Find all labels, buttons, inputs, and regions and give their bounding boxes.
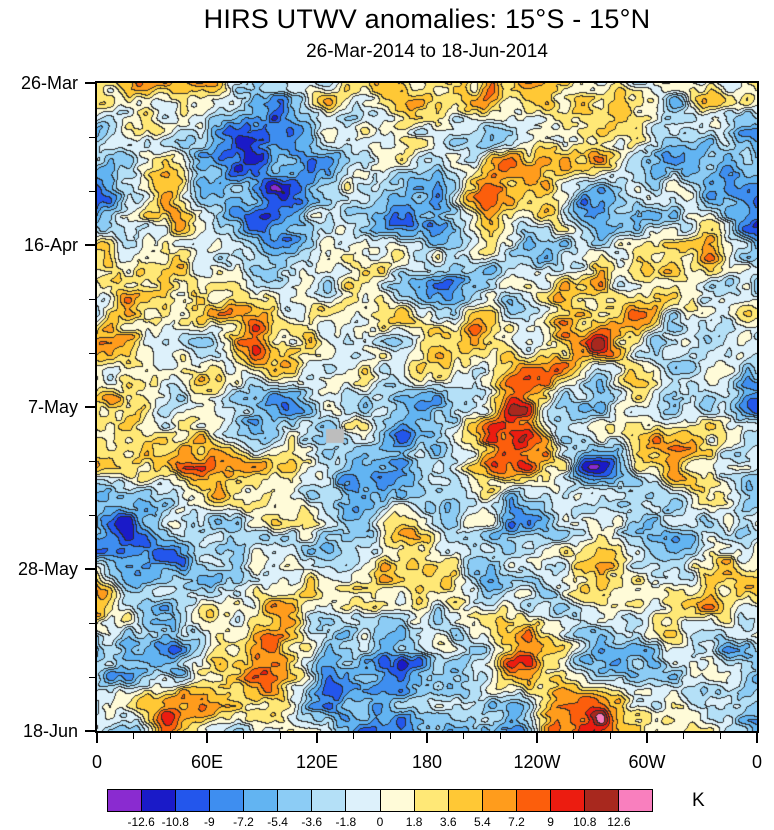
x-minor-tick	[573, 733, 575, 739]
x-minor-tick	[719, 733, 721, 739]
chart-title: HIRS UTWV anomalies: 15°S - 15°N	[203, 4, 651, 34]
x-major-tick	[316, 733, 318, 743]
colorbar-tick-label: -1.8	[335, 815, 357, 829]
y-tick-label: 16-Apr	[23, 235, 78, 255]
y-minor-tick	[89, 514, 95, 516]
y-major-tick	[85, 82, 95, 84]
x-major-tick	[646, 733, 648, 743]
y-major-tick	[85, 730, 95, 732]
contour-field-canvas	[97, 83, 757, 731]
y-major-tick	[85, 406, 95, 408]
colorbar-cell	[312, 790, 347, 811]
colorbar-cell	[516, 790, 551, 811]
colorbar-tick-label: -7.2	[233, 815, 254, 829]
colorbar-tick-label: 12.6	[607, 815, 631, 829]
plot-area	[95, 81, 759, 733]
x-minor-tick	[463, 733, 465, 739]
y-tick-label: 7-May	[27, 397, 78, 417]
y-tick-label: 26-Mar	[20, 73, 78, 93]
x-tick-label: 60W	[628, 752, 666, 772]
colorbar-units-label: K	[692, 790, 705, 811]
colorbar-cell	[278, 790, 313, 811]
colorbar-tick-label: -10.8	[161, 815, 189, 829]
x-tick-label: 60E	[190, 752, 224, 772]
x-major-tick	[536, 733, 538, 743]
x-major-tick	[426, 733, 428, 743]
x-minor-tick	[353, 733, 355, 739]
y-minor-tick	[89, 190, 95, 192]
x-minor-tick	[389, 733, 391, 739]
y-minor-tick	[89, 460, 95, 462]
y-tick-label: 18-Jun	[22, 721, 78, 741]
x-minor-tick	[609, 733, 611, 739]
colorbar-tick-label: -12.6	[127, 815, 155, 829]
x-tick-label: 180	[411, 752, 443, 772]
y-major-tick	[85, 568, 95, 570]
colorbar-tick-label: -3.6	[301, 815, 323, 829]
y-minor-tick	[89, 622, 95, 624]
y-tick-label: 28-May	[17, 559, 78, 579]
x-tick-label: 120W	[513, 752, 561, 772]
colorbar-cell	[142, 790, 177, 811]
x-minor-tick	[169, 733, 171, 739]
colorbar-cell	[482, 790, 517, 811]
colorbar-cell	[380, 790, 415, 811]
colorbar-cell	[618, 790, 652, 811]
colorbar-cell	[244, 790, 279, 811]
y-minor-tick	[89, 298, 95, 300]
x-minor-tick	[683, 733, 685, 739]
x-major-tick	[756, 733, 758, 743]
colorbar-cell	[584, 790, 619, 811]
colorbar-cell	[550, 790, 585, 811]
x-tick-label: 0	[91, 752, 102, 772]
y-minor-tick	[89, 676, 95, 678]
colorbar-tick-label: 10.8	[573, 815, 597, 829]
colorbar-cell	[108, 790, 143, 811]
colorbar-tick-label: 0	[376, 815, 384, 829]
colorbar	[107, 789, 653, 812]
y-major-tick	[85, 244, 95, 246]
colorbar-tick-label: -5.4	[267, 815, 288, 829]
chart-subtitle: 26-Mar-2014 to 18-Jun-2014	[306, 41, 548, 62]
y-minor-tick	[89, 352, 95, 354]
x-major-tick	[96, 733, 98, 743]
colorbar-tick-label: -9	[204, 815, 215, 829]
x-minor-tick	[133, 733, 135, 739]
colorbar-cell	[414, 790, 449, 811]
colorbar-cell	[448, 790, 483, 811]
colorbar-tick-label: 1.8	[405, 815, 423, 829]
x-tick-label: 120E	[295, 752, 339, 772]
y-minor-tick	[89, 136, 95, 138]
colorbar-tick-label: 9	[547, 815, 554, 829]
x-minor-tick	[499, 733, 501, 739]
colorbar-cell	[176, 790, 211, 811]
colorbar-tick-label: 5.4	[474, 815, 491, 829]
x-tick-label: 0	[751, 752, 762, 772]
x-minor-tick	[243, 733, 245, 739]
colorbar-tick-label: 7.2	[508, 815, 525, 829]
colorbar-cell	[210, 790, 245, 811]
colorbar-tick-label: 3.6	[439, 815, 457, 829]
colorbar-cell	[346, 790, 381, 811]
x-minor-tick	[279, 733, 281, 739]
x-major-tick	[206, 733, 208, 743]
